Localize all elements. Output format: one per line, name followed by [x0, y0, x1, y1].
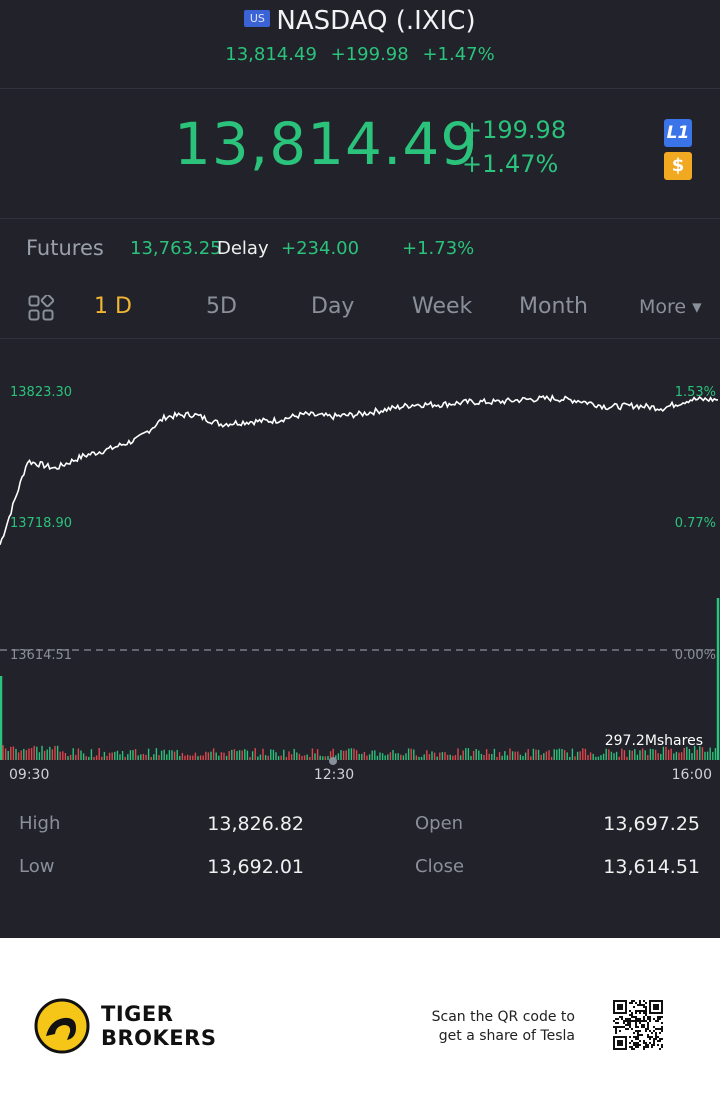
qr-code-icon[interactable]	[613, 1000, 663, 1050]
x-tick-mid: 12:30	[314, 767, 354, 783]
y-tick-high: 13823.30	[10, 385, 72, 400]
brand-line-2: BROKERS	[101, 1026, 217, 1050]
tab-5d[interactable]: 5D	[206, 294, 237, 319]
high-value: 13,826.82	[207, 813, 304, 835]
price-series-line	[0, 393, 719, 546]
tab-1d[interactable]: 1 D	[94, 294, 132, 319]
close-label: Close	[415, 856, 465, 877]
header-change: +199.98	[330, 44, 409, 65]
last-price: 13,814.49	[174, 110, 479, 178]
level1-data-icon[interactable]: L1	[664, 119, 692, 147]
page-title: US NASDAQ (.IXIC)	[0, 6, 720, 36]
futures-label: Futures	[26, 236, 104, 260]
y-tick-prev-close: 13614.51	[10, 648, 72, 663]
divider	[0, 218, 720, 219]
header-subquote: 13,814.49 +199.98 +1.47%	[0, 44, 720, 65]
x-tick-close: 16:00	[672, 767, 712, 783]
volume-label: 297.2Mshares	[605, 733, 703, 749]
brand-line-1: TIGER	[101, 1002, 174, 1026]
quote-screen: US NASDAQ (.IXIC) 13,814.49 +199.98 +1.47…	[0, 0, 720, 938]
y-pct-high: 1.53%	[675, 385, 716, 400]
intraday-chart[interactable]: 13823.30 13718.90 13614.51 1.53% 0.77% 0…	[0, 340, 720, 790]
qr-caption: Scan the QR code to get a share of Tesla	[420, 1008, 575, 1046]
open-label: Open	[415, 813, 464, 834]
divider	[0, 338, 720, 339]
futures-delay-label: Delay	[217, 238, 269, 259]
us-flag-badge: US	[244, 10, 271, 27]
tab-month[interactable]: Month	[519, 294, 588, 319]
divider	[0, 88, 720, 89]
index-name: NASDAQ (.IXIC)	[276, 6, 476, 36]
y-pct-mid: 0.77%	[675, 516, 716, 531]
tiger-logo-icon	[34, 998, 90, 1054]
more-tabs-dropdown[interactable]: More ▾	[639, 296, 702, 318]
chart-layout-icon[interactable]	[28, 295, 54, 321]
y-pct-zero: 0.00%	[675, 648, 716, 663]
header-change-pct: +1.47%	[422, 44, 495, 65]
low-label: Low	[19, 856, 55, 877]
dollar-icon[interactable]: $	[664, 152, 692, 180]
price-change: +199.98	[462, 116, 567, 144]
qr-caption-line-2: get a share of Tesla	[438, 1028, 575, 1044]
futures-change: +234.00	[281, 238, 360, 259]
header-price: 13,814.49	[225, 44, 317, 65]
brand-name: TIGER BROKERS	[101, 1002, 216, 1050]
y-tick-mid: 13718.90	[10, 516, 72, 531]
qr-caption-line-1: Scan the QR code to	[431, 1009, 575, 1025]
midday-marker	[329, 757, 337, 765]
futures-change-pct: +1.73%	[402, 238, 475, 259]
open-value: 13,697.25	[603, 813, 700, 835]
futures-price: 13,763.25	[130, 238, 222, 259]
x-tick-open: 09:30	[9, 767, 49, 783]
close-value: 13,614.51	[603, 856, 700, 878]
high-label: High	[19, 813, 61, 834]
volume-bars	[2, 745, 717, 760]
tab-day[interactable]: Day	[311, 294, 355, 319]
price-change-pct: +1.47%	[462, 150, 559, 178]
tab-week[interactable]: Week	[412, 294, 473, 319]
low-value: 13,692.01	[207, 856, 304, 878]
